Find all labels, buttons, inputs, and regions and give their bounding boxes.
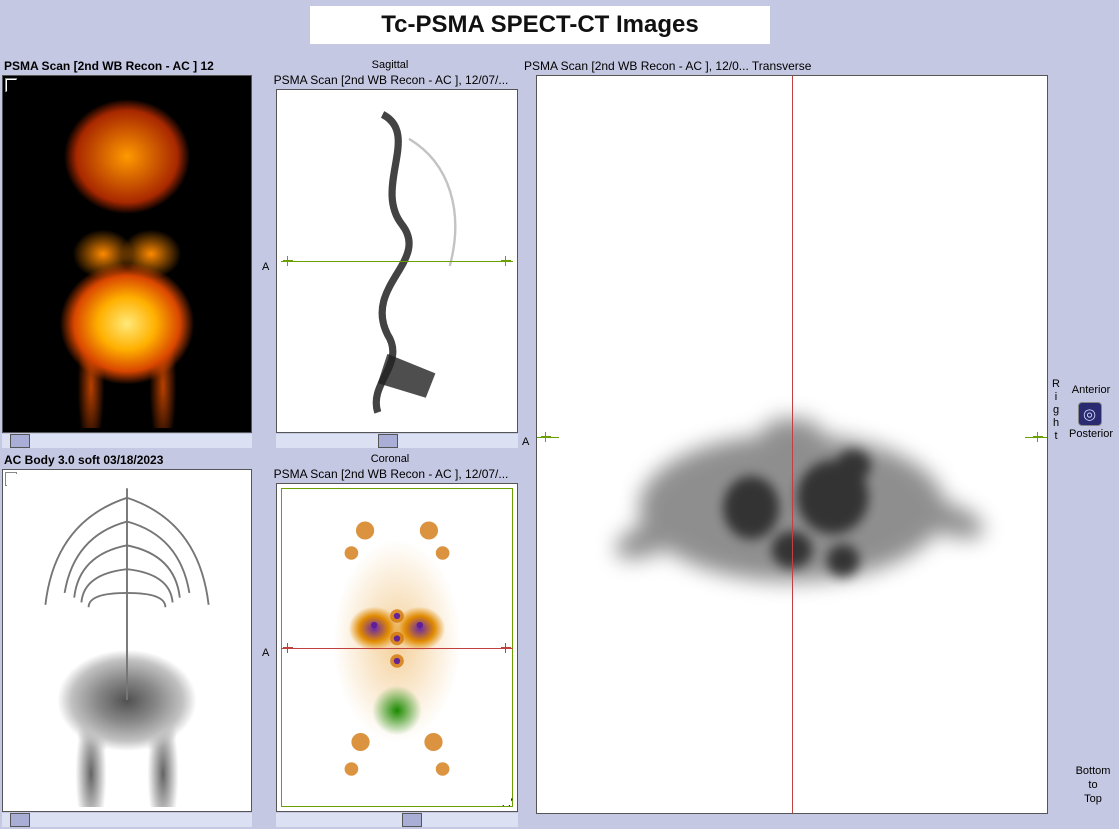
viewport-transverse[interactable] (536, 75, 1048, 814)
trans-cross-l[interactable] (541, 432, 551, 442)
mip-slider-thumb[interactable] (10, 434, 30, 448)
trans-crosshair-v (792, 76, 793, 813)
cor-left-letter: A (262, 647, 269, 659)
cor-cross-l[interactable] (283, 643, 293, 653)
mip-image (7, 80, 247, 428)
page-title: Tc-PSMA SPECT-CT Images (310, 6, 770, 44)
panel-mip: PSMA Scan [2nd WB Recon - AC ] 12 1 (2, 58, 252, 448)
panel-ct-label: AC Body 3.0 soft 03/18/2023 (2, 452, 252, 469)
cor-slider-thumb[interactable] (402, 813, 422, 827)
sag-slider-thumb[interactable] (378, 434, 398, 448)
viewport-sagittal[interactable]: H F 62 (276, 89, 518, 433)
coronal-label: PSMA Scan [2nd WB Recon - AC ], 12/07/..… (262, 466, 518, 483)
side-top: Top (1070, 792, 1116, 806)
viewport-mip[interactable]: 1 (2, 75, 252, 433)
sagittal-label: PSMA Scan [2nd WB Recon - AC ], 12/07/..… (262, 72, 518, 89)
viewport-coronal[interactable]: H F 77 (276, 483, 518, 812)
viewport-ct[interactable]: 1 (2, 469, 252, 812)
side-posterior: Posterior (1064, 428, 1118, 440)
side-anterior: Anterior (1066, 384, 1116, 396)
panel-transverse: PSMA Scan [2nd WB Recon - AC ], 12/0... … (522, 58, 1048, 814)
trans-label: PSMA Scan [2nd WB Recon - AC ], 12/0... … (522, 58, 1048, 75)
panel-sagittal: Sagittal PSMA Scan [2nd WB Recon - AC ],… (262, 58, 518, 448)
orientation-icon[interactable] (1078, 402, 1102, 426)
ct-slider-thumb[interactable] (10, 813, 30, 827)
side-bottom: Bottom (1070, 764, 1116, 778)
sag-cross-r[interactable] (501, 256, 511, 266)
side-bottom-label: Bottom to Top (1070, 764, 1116, 806)
ct-image (7, 474, 247, 807)
ct-slider[interactable] (2, 813, 252, 827)
sag-crosshair (281, 261, 513, 262)
side-right-letters: Right (1050, 378, 1062, 443)
sagittal-orientation: Sagittal (262, 58, 518, 72)
trans-cross-r[interactable] (1033, 432, 1043, 442)
trans-left-letter: A (522, 436, 529, 448)
sag-left-letter: A (262, 261, 269, 273)
cor-crosshair (281, 648, 513, 649)
mip-slider[interactable] (2, 434, 252, 448)
sag-cross-l[interactable] (283, 256, 293, 266)
side-to: to (1070, 778, 1116, 792)
panel-coronal: Coronal PSMA Scan [2nd WB Recon - AC ], … (262, 452, 518, 827)
cor-slider[interactable] (276, 813, 518, 827)
panel-ct: AC Body 3.0 soft 03/18/2023 1 (2, 452, 252, 827)
coronal-orientation: Coronal (262, 452, 518, 466)
cor-cross-r[interactable] (501, 643, 511, 653)
panel-mip-label: PSMA Scan [2nd WB Recon - AC ] 12 (2, 58, 252, 75)
sag-slider[interactable] (276, 434, 518, 448)
